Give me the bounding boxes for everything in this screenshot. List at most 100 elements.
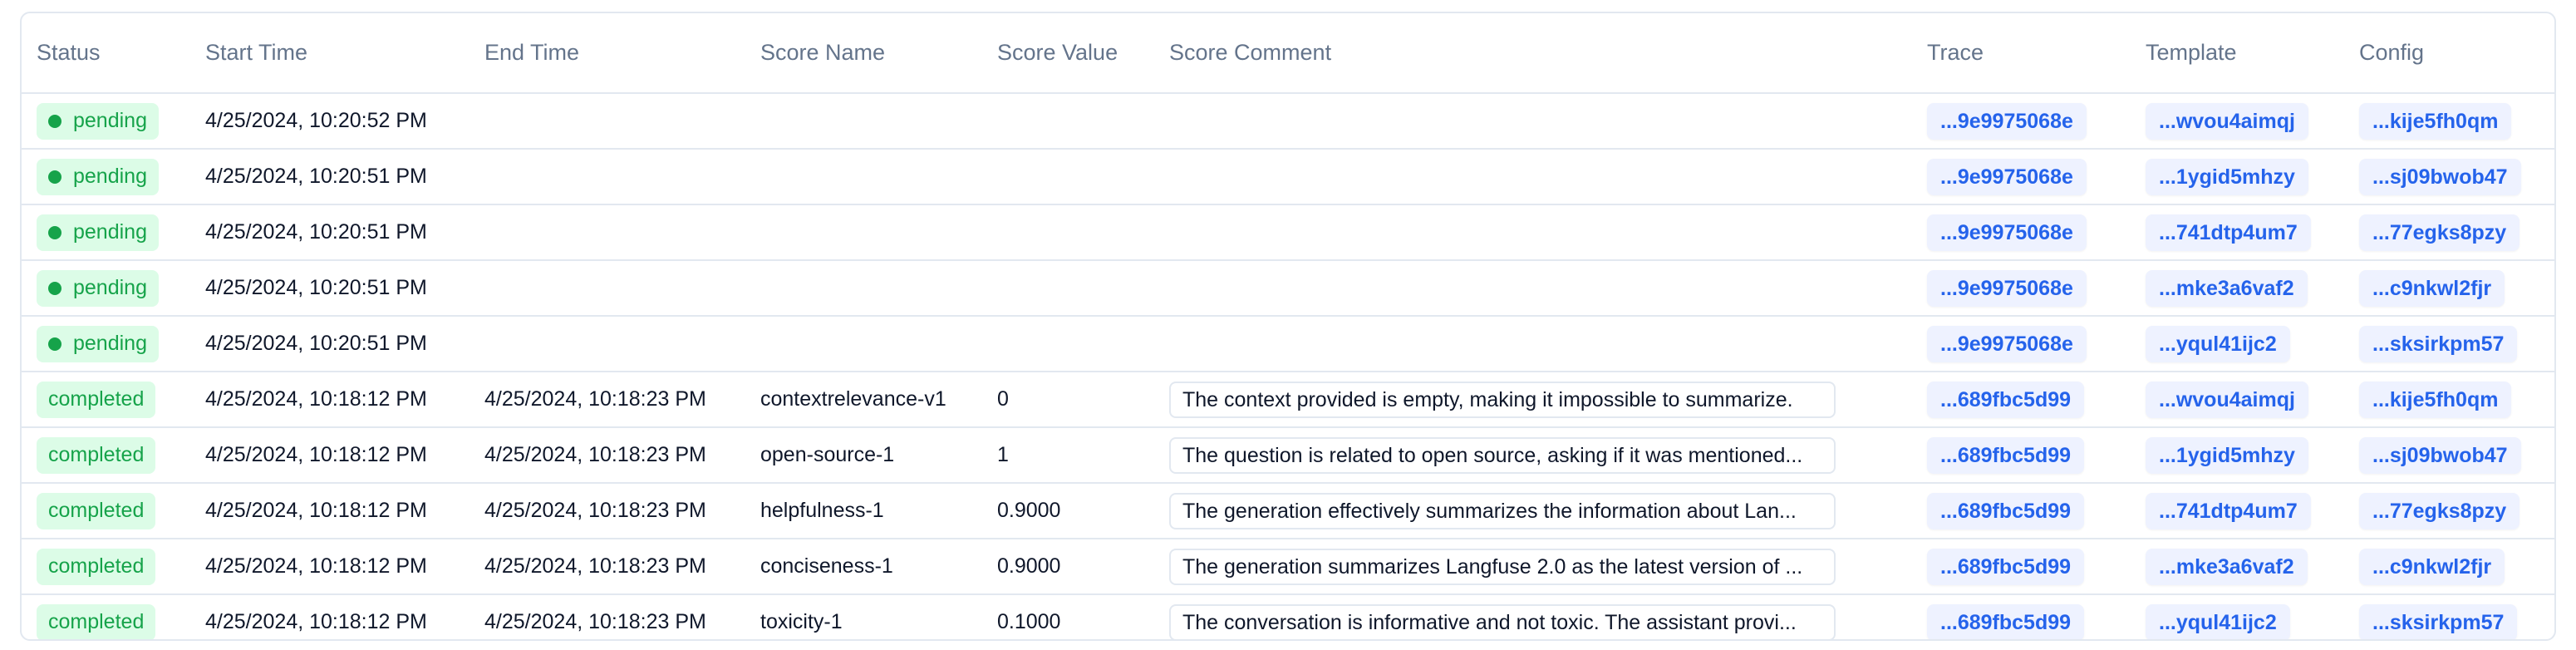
trace-link[interactable]: ...9e9975068e — [1927, 269, 2087, 307]
config-link[interactable]: ...kije5fh0qm — [2359, 102, 2512, 140]
config-link[interactable]: ...c9nkwl2fjr — [2359, 548, 2505, 585]
score-comment-box[interactable]: The question is related to open source, … — [1169, 436, 1836, 474]
cell-start: 4/25/2024, 10:18:12 PM — [190, 427, 469, 484]
status-label: completed — [48, 387, 145, 411]
cell-trace: ...9e9975068e — [1912, 149, 2131, 205]
table-row[interactable]: completed 4/25/2024, 10:18:12 PM 4/25/2024… — [22, 427, 2554, 484]
table-row[interactable]: completed 4/25/2024, 10:18:12 PM 4/25/2024… — [22, 539, 2554, 595]
status-badge: pending — [37, 102, 159, 140]
template-link[interactable]: ...741dtp4um7 — [2146, 214, 2311, 251]
cell-status: pending — [22, 260, 190, 317]
config-link[interactable]: ...kije5fh0qm — [2359, 381, 2512, 418]
cell-comment — [1154, 149, 1912, 205]
end-text: 4/25/2024, 10:18:23 PM — [484, 610, 706, 633]
cell-comment: The conversation is informative and not … — [1154, 594, 1912, 639]
template-link[interactable]: ...wvou4aimqj — [2146, 102, 2308, 140]
column-header-trace[interactable]: Trace — [1912, 13, 2131, 94]
status-badge: completed — [37, 603, 156, 639]
cell-status: completed — [22, 594, 190, 639]
config-link[interactable]: ...77egks8pzy — [2359, 492, 2520, 529]
end-text: 4/25/2024, 10:18:23 PM — [484, 554, 706, 578]
cell-comment — [1154, 316, 1912, 372]
trace-link[interactable]: ...689fbc5d99 — [1927, 381, 2085, 418]
cell-status: pending — [22, 316, 190, 372]
column-header-start[interactable]: Start Time — [190, 13, 469, 94]
cell-comment: The generation summarizes Langfuse 2.0 a… — [1154, 539, 1912, 595]
cell-score-name: toxicity-1 — [745, 594, 982, 639]
start-text: 4/25/2024, 10:20:51 PM — [205, 332, 427, 355]
table-row[interactable]: pending 4/25/2024, 10:20:51 PM ...9e997506… — [22, 204, 2554, 261]
template-link[interactable]: ...wvou4aimqj — [2146, 381, 2308, 418]
status-badge: completed — [37, 548, 156, 585]
config-link[interactable]: ...sksirkpm57 — [2359, 603, 2518, 639]
cell-score-name — [745, 149, 982, 205]
cell-score-value — [982, 204, 1154, 261]
score-name-text: toxicity-1 — [760, 610, 843, 633]
trace-link[interactable]: ...9e9975068e — [1927, 158, 2087, 195]
cell-score-name — [745, 93, 982, 150]
cell-trace: ...9e9975068e — [1912, 93, 2131, 150]
template-link[interactable]: ...741dtp4um7 — [2146, 492, 2311, 529]
template-link[interactable]: ...yqul41ijc2 — [2146, 603, 2290, 639]
score-comment-box[interactable]: The context provided is empty, making it… — [1169, 381, 1836, 418]
cell-trace: ...689fbc5d99 — [1912, 483, 2131, 539]
trace-link[interactable]: ...689fbc5d99 — [1927, 492, 2085, 529]
column-header-score-name[interactable]: Score Name — [745, 13, 982, 94]
template-link[interactable]: ...1ygid5mhzy — [2146, 436, 2308, 474]
cell-end: 4/25/2024, 10:18:23 PM — [469, 427, 745, 484]
score-value-text: 0.9000 — [997, 554, 1061, 578]
config-link[interactable]: ...c9nkwl2fjr — [2359, 269, 2505, 307]
config-link[interactable]: ...sj09bwob47 — [2359, 158, 2521, 195]
cell-template: ...wvou4aimqj — [2131, 372, 2344, 428]
config-link[interactable]: ...sj09bwob47 — [2359, 436, 2521, 474]
score-comment-box[interactable]: The conversation is informative and not … — [1169, 603, 1836, 639]
table-header-row: Status Start Time End Time Score Name Score … — [22, 13, 2554, 94]
config-link[interactable]: ...77egks8pzy — [2359, 214, 2520, 251]
column-header-score-value[interactable]: Score Value — [982, 13, 1154, 94]
trace-link[interactable]: ...9e9975068e — [1927, 325, 2087, 362]
cell-start: 4/25/2024, 10:18:12 PM — [190, 372, 469, 428]
template-link[interactable]: ...1ygid5mhzy — [2146, 158, 2308, 195]
table-row[interactable]: pending 4/25/2024, 10:20:52 PM ...9e997506… — [22, 93, 2554, 150]
status-label: pending — [73, 109, 147, 132]
status-label: completed — [48, 554, 145, 578]
end-text: 4/25/2024, 10:18:23 PM — [484, 387, 706, 411]
config-link[interactable]: ...sksirkpm57 — [2359, 325, 2518, 362]
column-header-status[interactable]: Status — [22, 13, 190, 94]
table-row[interactable]: completed 4/25/2024, 10:18:12 PM 4/25/2024… — [22, 372, 2554, 428]
trace-link[interactable]: ...689fbc5d99 — [1927, 548, 2085, 585]
table-row[interactable]: completed 4/25/2024, 10:18:12 PM 4/25/2024… — [22, 483, 2554, 539]
cell-status: completed — [22, 372, 190, 428]
cell-status: completed — [22, 427, 190, 484]
cell-status: pending — [22, 149, 190, 205]
cell-trace: ...689fbc5d99 — [1912, 427, 2131, 484]
cell-score-value: 0.9000 — [982, 539, 1154, 595]
score-comment-box[interactable]: The generation summarizes Langfuse 2.0 a… — [1169, 548, 1836, 585]
column-header-comment[interactable]: Score Comment — [1154, 13, 1912, 94]
cell-comment: The generation effectively summarizes th… — [1154, 483, 1912, 539]
cell-template: ...1ygid5mhzy — [2131, 427, 2344, 484]
column-header-config[interactable]: Config — [2344, 13, 2554, 94]
column-header-template[interactable]: Template — [2131, 13, 2344, 94]
table-row[interactable]: pending 4/25/2024, 10:20:51 PM ...9e997506… — [22, 149, 2554, 205]
table-row[interactable]: pending 4/25/2024, 10:20:51 PM ...9e997506… — [22, 316, 2554, 372]
table-row[interactable]: completed 4/25/2024, 10:18:12 PM 4/25/2024… — [22, 594, 2554, 639]
score-comment-box[interactable]: The generation effectively summarizes th… — [1169, 492, 1836, 529]
score-name-text: conciseness-1 — [760, 554, 893, 578]
status-dot-icon — [48, 114, 61, 128]
template-link[interactable]: ...mke3a6vaf2 — [2146, 548, 2308, 585]
trace-link[interactable]: ...9e9975068e — [1927, 102, 2087, 140]
column-header-end[interactable]: End Time — [469, 13, 745, 94]
cell-end: 4/25/2024, 10:18:23 PM — [469, 483, 745, 539]
trace-link[interactable]: ...689fbc5d99 — [1927, 603, 2085, 639]
trace-link[interactable]: ...9e9975068e — [1927, 214, 2087, 251]
cell-comment — [1154, 204, 1912, 261]
table-row[interactable]: pending 4/25/2024, 10:20:51 PM ...9e997506… — [22, 260, 2554, 317]
status-label: pending — [73, 276, 147, 299]
cell-config: ...c9nkwl2fjr — [2344, 539, 2554, 595]
cell-template: ...mke3a6vaf2 — [2131, 260, 2344, 317]
template-link[interactable]: ...mke3a6vaf2 — [2146, 269, 2308, 307]
trace-link[interactable]: ...689fbc5d99 — [1927, 436, 2085, 474]
template-link[interactable]: ...yqul41ijc2 — [2146, 325, 2290, 362]
start-text: 4/25/2024, 10:20:51 PM — [205, 220, 427, 244]
